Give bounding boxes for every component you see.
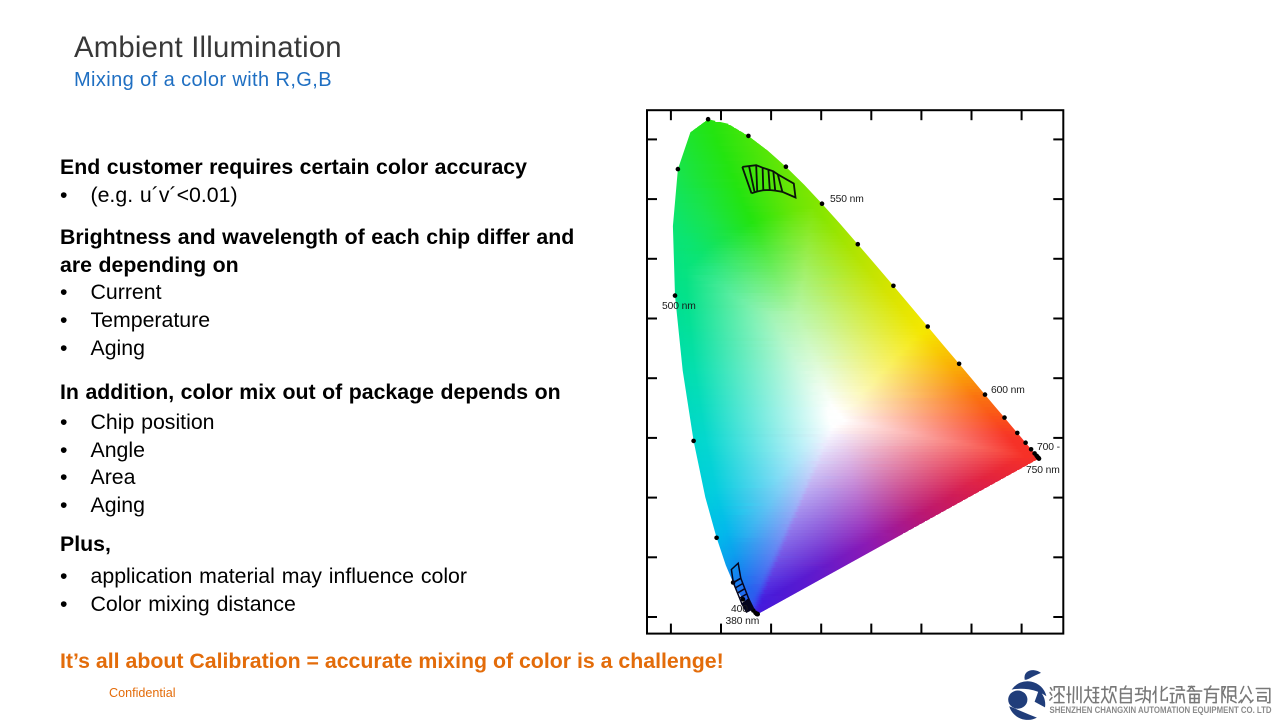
svg-text:SHENZHEN CHANGXIN AUTOMATION E: SHENZHEN CHANGXIN AUTOMATION EQUIPMENT C… [1050,705,1272,715]
